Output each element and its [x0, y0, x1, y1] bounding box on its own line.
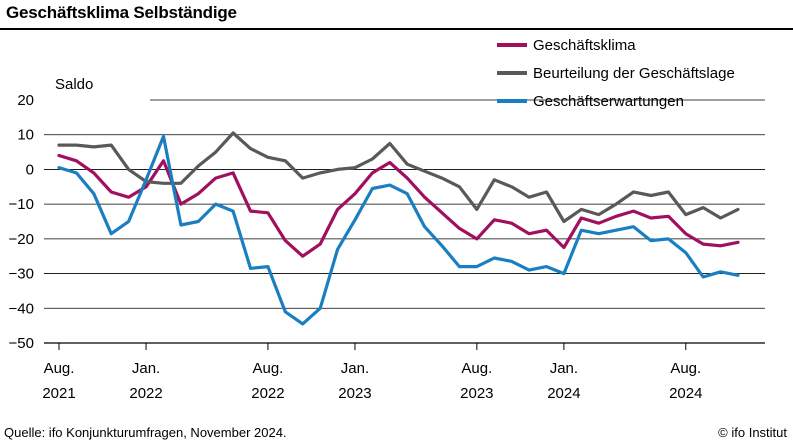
- chart-title: Geschäftsklima Selbständige: [6, 3, 237, 22]
- source-note: Quelle: ifo Konjunkturumfragen, November…: [4, 425, 287, 440]
- y-tick-label: −50: [9, 335, 34, 352]
- x-tick-label-month: Aug.: [670, 360, 701, 377]
- y-tick-label: −10: [9, 196, 34, 213]
- x-tick-label-year: 2023: [338, 385, 371, 402]
- series-line-3: [57, 134, 740, 326]
- legend: Geschäftsklima Beurteilung der Geschäftsl…: [497, 37, 735, 110]
- x-tick-label-year: 2022: [251, 385, 284, 402]
- x-tick-label-year: 2021: [42, 385, 75, 402]
- y-tick-label: −40: [9, 300, 34, 317]
- y-tick-label: 10: [17, 127, 34, 144]
- x-tick-label-month: Aug.: [44, 360, 75, 377]
- series-lines: [57, 131, 740, 326]
- x-tick-label-month: Jan.: [132, 360, 160, 377]
- title-rule: [0, 28, 793, 30]
- y-tick-label: 0: [26, 161, 34, 178]
- y-axis-ticks: 20 10 0 −10 −20 −30 −40 −50: [9, 92, 34, 352]
- x-tick-label-year: 2024: [669, 385, 702, 402]
- x-tick-label-month: Jan.: [550, 360, 578, 377]
- y-axis-label: Saldo: [55, 76, 93, 93]
- y-tick-label: −30: [9, 266, 34, 283]
- grid-lines: [44, 99, 765, 344]
- legend-label: Beurteilung der Geschäftslage: [533, 65, 735, 82]
- x-tick-label-month: Jan.: [341, 360, 369, 377]
- x-axis-ticks: Aug. 2021 Jan. 2022 Aug. 2022 Jan. 2023 Aug. 2023…: [42, 343, 702, 402]
- y-tick-label: −20: [9, 231, 34, 248]
- copyright: © ifo Institut: [718, 425, 787, 440]
- series-line-1: [57, 153, 740, 258]
- legend-label: Geschäftsklima: [533, 37, 636, 54]
- legend-label: Geschäftserwartungen: [533, 93, 684, 110]
- x-tick-label-month: Aug.: [252, 360, 283, 377]
- x-tick-label-year: 2023: [460, 385, 493, 402]
- x-tick-label-month: Aug.: [461, 360, 492, 377]
- y-tick-label: 20: [17, 92, 34, 109]
- x-tick-label-year: 2024: [547, 385, 580, 402]
- x-tick-label-year: 2022: [129, 385, 162, 402]
